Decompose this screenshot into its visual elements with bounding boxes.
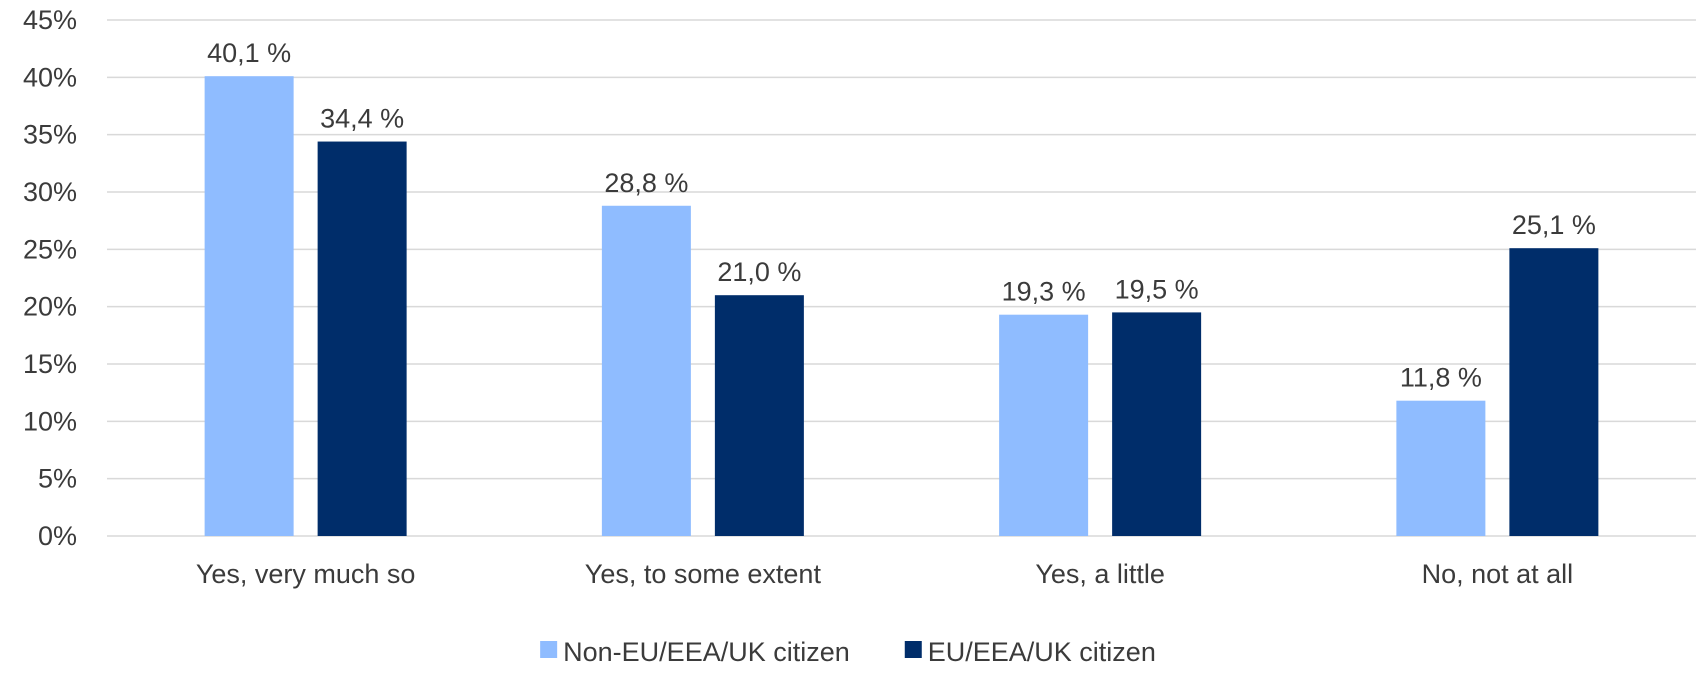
- data-label: 19,3 %: [1002, 277, 1086, 307]
- data-labels: 40,1 % 34,4 % 28,8 % 21,0 % 19,3 % 19,5 % 11,8…: [207, 38, 1596, 393]
- legend-label: Non-EU/EEA/UK citizen: [563, 637, 850, 667]
- bar: [1509, 248, 1599, 537]
- data-label: 34,4 %: [320, 104, 404, 134]
- bar: [317, 141, 407, 536]
- y-tick-label: 45%: [23, 5, 77, 35]
- bar: [1112, 312, 1202, 536]
- x-category-label: Yes, to some extent: [585, 559, 822, 589]
- y-tick-label: 15%: [23, 349, 77, 379]
- data-label: 19,5 %: [1115, 274, 1199, 304]
- bar: [601, 205, 691, 536]
- y-axis-ticks: 0% 5% 10% 15% 20% 25% 30% 35% 40% 45%: [23, 5, 77, 551]
- bar: [714, 295, 804, 536]
- x-category-label: Yes, very much so: [196, 559, 416, 589]
- data-label: 21,0 %: [717, 257, 801, 287]
- legend-swatch: [904, 641, 922, 658]
- legend: Non-EU/EEA/UK citizen EU/EEA/UK citizen: [540, 637, 1156, 667]
- y-tick-label: 25%: [23, 234, 77, 264]
- y-tick-label: 10%: [23, 406, 77, 436]
- bars: [204, 76, 1599, 537]
- bar: [999, 314, 1089, 536]
- data-label: 25,1 %: [1512, 210, 1596, 240]
- data-label: 11,8 %: [1400, 363, 1482, 393]
- y-tick-label: 40%: [23, 62, 77, 92]
- y-tick-label: 20%: [23, 292, 77, 322]
- data-label: 28,8 %: [604, 168, 688, 198]
- legend-swatch: [540, 641, 558, 658]
- x-axis-categories: Yes, very much so Yes, to some extent Yes,…: [196, 559, 1573, 589]
- y-tick-label: 35%: [23, 120, 77, 150]
- x-category-label: No, not at all: [1422, 559, 1574, 589]
- bar: [1396, 400, 1486, 536]
- data-label: 40,1 %: [207, 38, 291, 68]
- bar: [204, 76, 294, 536]
- legend-label: EU/EEA/UK citizen: [928, 637, 1156, 667]
- x-category-label: Yes, a little: [1035, 559, 1165, 589]
- y-tick-label: 30%: [23, 177, 77, 207]
- y-tick-label: 5%: [38, 464, 77, 494]
- y-tick-label: 0%: [38, 521, 77, 551]
